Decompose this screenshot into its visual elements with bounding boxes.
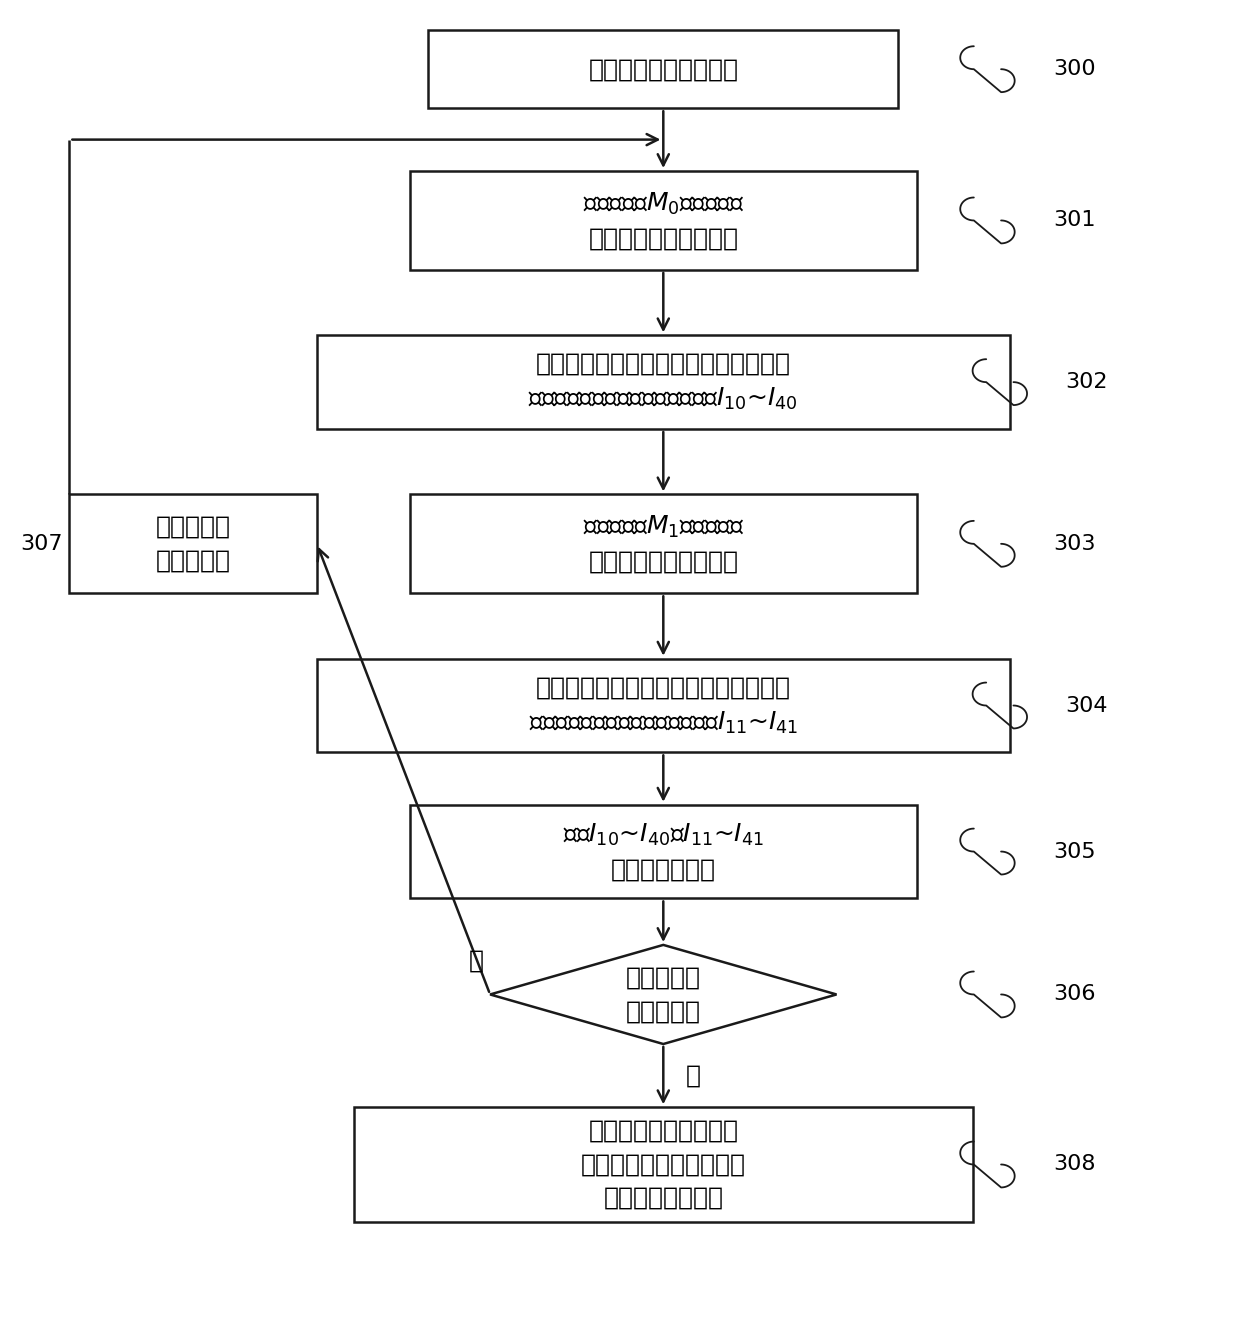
Text: 仿真无线电力传输装置电路模型，传回
线圈完全对准时的四个线圈电流值$I_{11}$~$I_{41}$: 仿真无线电力传输装置电路模型，传回 线圈完全对准时的四个线圈电流值$I_{11}… bbox=[528, 676, 799, 736]
Text: 305: 305 bbox=[1053, 842, 1096, 862]
Bar bbox=[353, 1107, 972, 1222]
Bar bbox=[317, 658, 1009, 752]
Text: 308: 308 bbox=[1053, 1155, 1095, 1175]
Text: 否: 否 bbox=[469, 949, 484, 973]
Text: 计算补偿电
容向量新值: 计算补偿电 容向量新值 bbox=[156, 515, 231, 573]
Bar bbox=[409, 494, 916, 593]
Bar bbox=[428, 29, 898, 108]
Text: 302: 302 bbox=[1065, 372, 1107, 392]
Text: 仿真无线电力传输装置电路模型，传回
线圈完全对准时的四个线圈电流值$I_{10}$~$I_{40}$: 仿真无线电力传输装置电路模型，传回 线圈完全对准时的四个线圈电流值$I_{10}… bbox=[528, 352, 799, 412]
Text: 利用$I_{10}$~$I_{40}$及$I_{11}$~$I_{41}$
计算目标函数值: 利用$I_{10}$~$I_{40}$及$I_{11}$~$I_{41}$ 计算… bbox=[563, 822, 764, 882]
Bar bbox=[317, 336, 1009, 429]
Text: 判断是否满
足收敛条件: 判断是否满 足收敛条件 bbox=[626, 966, 701, 1024]
Text: 是: 是 bbox=[686, 1064, 701, 1088]
Text: 用耦合矩阵$M_0$初始化无线
电力传输装置电路模型: 用耦合矩阵$M_0$初始化无线 电力传输装置电路模型 bbox=[583, 190, 744, 250]
Text: 303: 303 bbox=[1053, 534, 1095, 554]
Bar bbox=[69, 494, 317, 593]
Bar bbox=[409, 804, 916, 899]
Text: 304: 304 bbox=[1065, 696, 1107, 716]
Text: 代入补偿电容向量初值: 代入补偿电容向量初值 bbox=[588, 58, 738, 82]
Text: 用耦合矩阵$M_1$初始化无线
电力传输装置电路模型: 用耦合矩阵$M_1$初始化无线 电力传输装置电路模型 bbox=[583, 514, 744, 574]
Text: 结束非线性规划迭代计
算，得到最终考虑偏移特
性的最优电容容值: 结束非线性规划迭代计 算，得到最终考虑偏移特 性的最优电容容值 bbox=[580, 1119, 745, 1210]
Polygon shape bbox=[490, 945, 837, 1044]
Text: 301: 301 bbox=[1053, 210, 1095, 230]
Text: 300: 300 bbox=[1053, 59, 1096, 79]
Bar bbox=[409, 171, 916, 270]
Text: 307: 307 bbox=[20, 534, 62, 554]
Text: 306: 306 bbox=[1053, 985, 1095, 1005]
